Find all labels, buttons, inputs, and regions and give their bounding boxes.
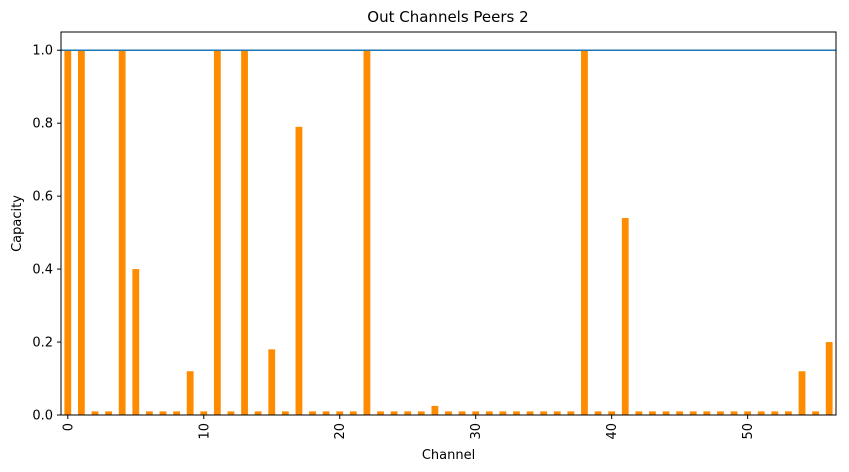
x-tick-label: 50 [741, 423, 756, 440]
plot-frame [60, 31, 837, 416]
bar-channel-24 [390, 411, 398, 415]
bar-channel-3 [105, 411, 112, 415]
bar-channel-51 [757, 411, 765, 415]
bar-channel-8 [173, 411, 180, 415]
bar-channel-56 [825, 342, 833, 415]
bar-channel-4 [118, 50, 126, 415]
y-axis-label: Capacity [10, 195, 25, 252]
bar-channel-23 [377, 411, 384, 415]
y-tick-label: 0.6 [32, 190, 53, 205]
bar-channel-48 [717, 411, 724, 415]
bar-channel-0 [64, 50, 72, 415]
bar-channel-49 [730, 411, 738, 415]
bar-channel-32 [499, 411, 507, 415]
x-axis: 0 10 20 30 40 50 [61, 415, 756, 440]
bar-channel-31 [485, 411, 493, 415]
bar-channel-28 [445, 411, 452, 415]
bar-channel-13 [241, 50, 248, 415]
y-tick-label: 0.4 [32, 263, 53, 278]
bar-channel-42 [635, 411, 643, 415]
bar-channel-43 [649, 411, 656, 415]
bar-channel-27 [431, 405, 439, 415]
bar-channel-55 [812, 411, 820, 415]
bar-channel-50 [744, 411, 752, 415]
bar-channel-41 [621, 218, 629, 415]
bar-channel-12 [227, 411, 235, 415]
x-tick-label: 30 [469, 423, 484, 440]
bar-channel-25 [404, 411, 412, 415]
x-tick-label: 20 [333, 423, 348, 440]
bar-channel-26 [417, 411, 425, 415]
bar-channel-20 [336, 411, 344, 415]
y-tick-label: 1.0 [32, 44, 53, 59]
y-tick-label: 0.0 [32, 409, 53, 424]
y-tick-label: 0.8 [32, 117, 53, 132]
x-tick-label: 0 [61, 423, 76, 431]
bar-channel-52 [771, 411, 779, 415]
bar-channel-35 [540, 411, 548, 415]
bar-channel-45 [676, 411, 684, 415]
bar-channel-47 [703, 411, 711, 415]
bar-channel-16 [281, 411, 289, 415]
bar-channel-11 [213, 50, 221, 415]
bar-channel-53 [785, 411, 792, 415]
bar-channel-39 [594, 411, 602, 415]
chart-title: Out Channels Peers 2 [367, 8, 528, 26]
bar-channel-14 [254, 411, 262, 415]
bar-channel-38 [581, 50, 588, 415]
bar-channel-18 [309, 411, 316, 415]
bar-channel-2 [91, 411, 99, 415]
x-tick-label: 40 [605, 423, 620, 440]
bar-channel-29 [458, 411, 466, 415]
bar-channel-36 [553, 411, 561, 415]
bar-channel-33 [513, 411, 520, 415]
bar-channel-19 [322, 411, 330, 415]
bar-channel-6 [145, 411, 153, 415]
bar-channel-9 [186, 371, 194, 415]
bar-channel-22 [363, 50, 371, 415]
bar-channel-21 [349, 411, 357, 415]
bar-channel-44 [662, 411, 670, 415]
bar-channel-17 [295, 126, 303, 415]
plot-background [61, 32, 836, 415]
y-axis: 0.0 0.2 0.4 0.6 0.8 1.0 [32, 44, 61, 424]
plot-area [60, 31, 837, 416]
bar-channel-7 [159, 411, 167, 415]
bar-channel-5 [132, 269, 140, 415]
bar-channel-1 [77, 50, 85, 415]
bar-channel-40 [608, 411, 616, 415]
bars-group [64, 50, 833, 415]
bar-channel-10 [200, 411, 208, 415]
bar-channel-15 [268, 349, 276, 415]
bar-channel-34 [526, 411, 534, 415]
bar-channel-54 [798, 371, 806, 415]
bar-channel-30 [472, 411, 480, 415]
x-axis-label: Channel [422, 448, 475, 463]
bar-channel-37 [567, 411, 575, 415]
y-tick-label: 0.2 [32, 336, 53, 351]
bar-channel-46 [689, 411, 697, 415]
x-tick-label: 10 [197, 423, 212, 440]
